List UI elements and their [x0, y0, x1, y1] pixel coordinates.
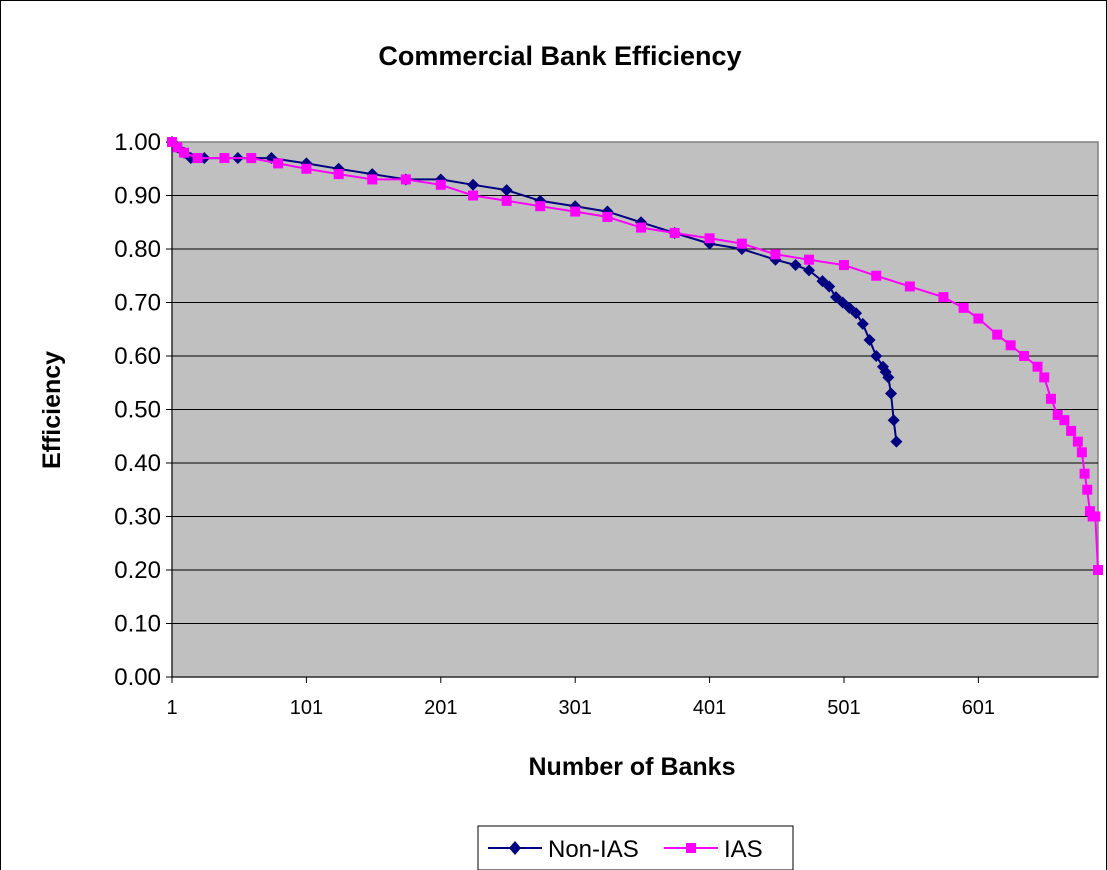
data-point-ias [1052, 409, 1063, 420]
data-point-ias [273, 158, 284, 169]
data-point-non-ias [789, 259, 802, 272]
data-point-ias [704, 233, 715, 244]
data-point-ias [333, 169, 344, 180]
x-tick-label: 201 [424, 697, 457, 719]
data-point-ias [192, 153, 203, 164]
y-tick-label: 0.30 [114, 504, 161, 531]
data-point-ias [1045, 393, 1056, 404]
data-point-ias [1084, 506, 1095, 517]
data-point-ias [770, 249, 781, 260]
y-tick-label: 0.60 [114, 343, 161, 370]
data-point-ias [938, 292, 949, 303]
x-axis-title: Number of Banks [529, 753, 736, 781]
data-point-ias [958, 302, 969, 313]
data-point-non-ias [829, 291, 842, 304]
data-point-non-ias [803, 264, 816, 277]
data-point-ias [1059, 415, 1070, 426]
data-point-ias [1082, 484, 1093, 495]
data-point-ias [838, 260, 849, 271]
y-tick-label: 0.70 [114, 290, 161, 317]
y-tick-label: 0.90 [114, 183, 161, 210]
x-tick-label: 1 [166, 697, 177, 719]
data-point-non-ias [856, 317, 869, 330]
y-tick-label: 0.80 [114, 236, 161, 263]
data-point-non-ias [823, 280, 836, 293]
data-point-non-ias [836, 296, 849, 309]
data-point-non-ias [863, 333, 876, 346]
data-point-ias [904, 281, 915, 292]
data-point-non-ias [843, 301, 856, 314]
x-tick-label: 401 [693, 697, 726, 719]
legend: Non-IAS IAS [477, 825, 794, 870]
data-point-non-ias [850, 307, 863, 320]
data-point-non-ias [870, 350, 883, 362]
series-layer [166, 136, 1103, 575]
data-point-ias [219, 153, 230, 164]
data-point-ias [367, 174, 378, 185]
data-point-ias [570, 206, 581, 217]
gridlines [172, 195, 1098, 624]
data-point-ias [804, 254, 815, 265]
y-tick-label: 0.00 [114, 664, 161, 691]
data-point-non-ias [887, 414, 900, 427]
data-point-ias [1079, 468, 1090, 479]
y-axis-title: Efficiency [38, 351, 66, 469]
chart-title: Commercial Bank Efficiency [378, 41, 741, 71]
data-point-ias [992, 329, 1003, 340]
y-tick-label: 1.00 [114, 129, 161, 156]
data-point-non-ias [890, 435, 903, 448]
data-point-ias [167, 137, 177, 147]
data-point-ias [1032, 361, 1043, 372]
data-point-ias [602, 211, 613, 222]
data-point-ias [1019, 351, 1030, 361]
data-point-ias [468, 190, 479, 201]
y-tick-label: 0.40 [114, 450, 161, 477]
y-tick-label: 0.10 [114, 611, 161, 638]
data-point-non-ias [882, 371, 895, 384]
data-point-ias [1039, 372, 1050, 383]
data-point-ias [1076, 447, 1087, 458]
data-point-ias [1093, 565, 1103, 575]
data-point-ias [535, 201, 546, 212]
data-point-ias [736, 238, 747, 249]
data-point-ias [172, 142, 183, 153]
y-tick-label: 0.20 [114, 557, 161, 584]
data-point-ias [301, 163, 312, 174]
data-point-ias [179, 147, 190, 158]
data-point-ias [1090, 511, 1101, 522]
data-point-ias [669, 227, 680, 238]
data-point-ias [973, 313, 984, 324]
y-tick-label: 0.50 [114, 397, 161, 424]
data-point-ias [1066, 425, 1077, 436]
x-axis: 1 101 201 301 401 501 601 [166, 676, 1098, 719]
data-point-ias [501, 195, 512, 206]
data-point-ias [636, 222, 647, 233]
legend-marker-non-ias [509, 841, 521, 855]
data-point-non-ias [816, 275, 829, 288]
series-line-ias [171, 141, 1099, 571]
data-point-non-ias [885, 387, 898, 400]
legend-marker-ias [686, 843, 696, 853]
data-point-ias [246, 153, 257, 164]
legend-label-non-ias: Non-IAS [548, 836, 639, 863]
x-tick-label: 501 [827, 697, 860, 719]
x-tick-label: 101 [290, 697, 323, 719]
data-point-ias [435, 179, 446, 190]
legend-label-ias: IAS [724, 836, 763, 863]
data-point-ias [400, 174, 411, 185]
data-point-ias [1072, 436, 1083, 447]
data-point-ias [871, 270, 882, 281]
data-point-non-ias [500, 184, 513, 197]
data-point-ias [1005, 340, 1016, 351]
x-tick-label: 301 [559, 697, 592, 719]
y-axis: 0.00 0.10 0.20 0.30 0.40 0.50 0.60 0.70 0.80 0.90… [114, 129, 173, 691]
series-ias [167, 137, 1103, 575]
x-tick-label: 601 [962, 697, 995, 719]
data-point-non-ias [467, 178, 480, 191]
